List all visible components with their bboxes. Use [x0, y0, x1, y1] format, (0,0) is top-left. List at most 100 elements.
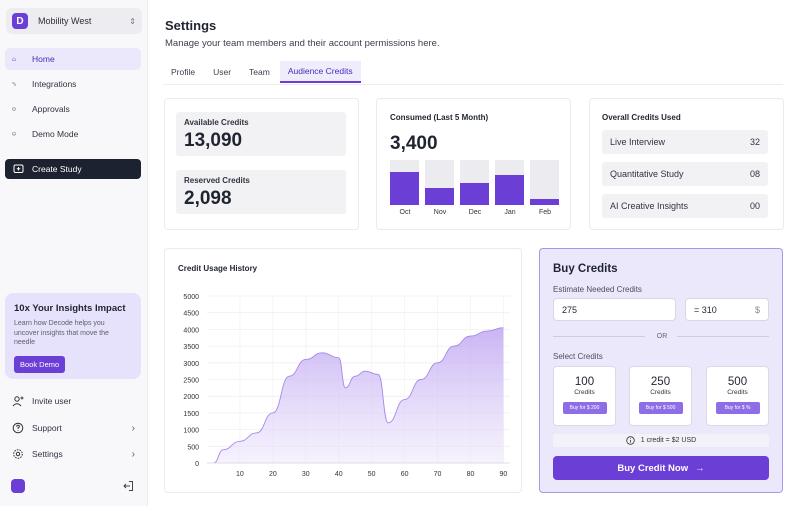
settings-item[interactable]: Settings ›: [5, 444, 141, 464]
credit-package-unit: Credits: [727, 389, 748, 396]
y-tick-label: 3500: [183, 344, 199, 351]
sidebar-item-demo-mode[interactable]: Demo Mode: [5, 123, 141, 145]
org-switcher[interactable]: D Mobility West ⇕: [6, 8, 142, 34]
y-tick-label: 1500: [183, 411, 199, 418]
home-icon: [12, 53, 24, 65]
support-label: Support: [32, 423, 62, 433]
credit-package-amount: 100: [574, 376, 595, 388]
chevron-right-icon: ›: [131, 422, 135, 434]
buy-credits-panel: Buy Credits Estimate Needed Credits 275 …: [539, 248, 783, 493]
consumed-bar: [495, 175, 524, 205]
sidebar-item-approvals[interactable]: Approvals: [5, 98, 141, 120]
converted-price-value: = 310: [694, 304, 717, 315]
usage-history-chart: 0 500 1000 1500 2000 2500 3000 3500 4000 4500 5000…: [183, 294, 510, 478]
sidebar-nav: Home Integrations Approvals Demo Mode: [5, 48, 141, 148]
credit-package-500[interactable]: 500 Credits Buy for $ %: [706, 366, 769, 426]
y-tick-label: 3000: [183, 361, 199, 368]
support-item[interactable]: Support ›: [5, 418, 141, 438]
buy-package-button[interactable]: Buy for $ 200: [562, 402, 607, 414]
y-tick-label: 1000: [183, 428, 199, 435]
overall-row-label: Live Interview: [610, 137, 666, 147]
consumed-value: 3,400: [390, 133, 438, 154]
create-study-button[interactable]: Create Study: [5, 159, 141, 179]
available-credits-box: Available Credits 13,090: [176, 112, 346, 156]
consumed-bar-label: Nov: [433, 209, 447, 216]
create-study-label: Create Study: [32, 164, 82, 174]
overall-row-value: 08: [749, 169, 760, 179]
consumed-bar: [390, 172, 419, 205]
invite-user-label: Invite user: [32, 396, 72, 406]
consumed-bar: [530, 199, 559, 205]
credit-package-unit: Credits: [650, 389, 671, 396]
or-divider-right: [677, 336, 769, 337]
buy-credit-now-button[interactable]: Buy Credit Now →: [553, 456, 769, 480]
sidebar-item-label: Integrations: [32, 79, 77, 89]
x-tick-label: 60: [401, 471, 409, 478]
settings-label: Settings: [32, 449, 63, 459]
overall-row-label: AI Creative Insights: [610, 201, 689, 211]
buy-package-button[interactable]: Buy for $ %: [715, 402, 760, 414]
estimate-credits-input[interactable]: 275: [553, 298, 676, 321]
overall-row-live-interview: Live Interview 32: [602, 130, 768, 154]
buy-package-button[interactable]: Buy for $ 500: [638, 402, 683, 414]
consumed-bar-label: Jan: [504, 209, 516, 216]
tab-user[interactable]: User: [213, 67, 232, 77]
tab-audience-credits[interactable]: Audience Credits: [279, 61, 361, 83]
overall-row-value: 00: [749, 201, 760, 211]
consumed-card: Consumed (Last 5 Month) 3,400 Oct Nov Dec J…: [376, 98, 571, 230]
user-plus-icon: [12, 395, 24, 407]
overall-row-quantitative-study: Quantitative Study 08: [602, 162, 768, 186]
dollar-icon: $: [754, 304, 760, 315]
reserved-credits-box: Reserved Credits 2,098: [176, 170, 346, 214]
sidebar: D Mobility West ⇕ Home Integrations Appr…: [0, 0, 148, 506]
sidebar-item-label: Home: [32, 54, 55, 64]
sidebar-item-home[interactable]: Home: [5, 48, 141, 70]
y-tick-label: 2500: [183, 378, 199, 385]
decode-logo-small: [11, 479, 25, 493]
arrow-right-icon: →: [695, 462, 705, 474]
page-title: Settings: [165, 18, 217, 33]
y-tick-label: 2000: [183, 394, 199, 401]
overall-title: Overall Credits Used: [602, 113, 681, 122]
tabs-divider: [163, 84, 783, 85]
usage-area: [213, 327, 504, 463]
converted-price-field: = 310 $: [685, 298, 769, 321]
sidebar-item-integrations[interactable]: Integrations: [5, 73, 141, 95]
invite-user-item[interactable]: Invite user: [5, 391, 141, 411]
usage-line: [213, 327, 504, 464]
reserved-credits-value: 2,098: [184, 188, 232, 209]
logout-icon[interactable]: [122, 480, 134, 492]
credit-rate-text: 1 credit = $2 USD: [640, 437, 697, 444]
reserved-credits-label: Reserved Credits: [184, 176, 250, 185]
check-circle-icon: [12, 103, 24, 115]
buy-credit-now-label: Buy Credit Now: [617, 462, 689, 474]
sidebar-item-label: Approvals: [32, 104, 70, 114]
x-tick-label: 80: [467, 471, 475, 478]
x-tick-label: 40: [335, 471, 343, 478]
consumed-bar-label: Oct: [399, 209, 411, 216]
book-demo-button[interactable]: Book Demo: [14, 356, 66, 373]
credit-package-unit: Credits: [574, 389, 595, 396]
consumed-bar: [460, 183, 489, 205]
credits-card: Available Credits 13,090 Reserved Credit…: [164, 98, 359, 230]
x-tick-label: 90: [500, 471, 508, 478]
buy-credits-title: Buy Credits: [553, 263, 618, 275]
chevron-right-icon: ›: [131, 448, 135, 460]
overall-row-label: Quantitative Study: [610, 169, 684, 179]
tab-team[interactable]: Team: [249, 67, 270, 77]
overall-row-ai-creative-insights: AI Creative Insights 00: [602, 194, 768, 218]
overall-row-value: 32: [749, 137, 760, 147]
gear-icon: [12, 448, 24, 460]
settings-tabs: Profile User Team Audience Credits: [163, 61, 363, 83]
integrations-icon: [12, 78, 24, 90]
tab-profile[interactable]: Profile: [171, 67, 196, 77]
credit-package-amount: 250: [650, 376, 671, 388]
credit-package-250[interactable]: 250 Credits Buy for $ 500: [629, 366, 692, 426]
y-tick-label: 4000: [183, 327, 199, 334]
usage-history-title: Credit Usage History: [178, 264, 258, 273]
consumed-bar-label: Dec: [468, 209, 482, 216]
credit-package-amount: 500: [727, 376, 748, 388]
monitor-icon: [12, 128, 24, 140]
x-tick-label: 30: [302, 471, 310, 478]
credit-package-100[interactable]: 100 Credits Buy for $ 200: [553, 366, 616, 426]
